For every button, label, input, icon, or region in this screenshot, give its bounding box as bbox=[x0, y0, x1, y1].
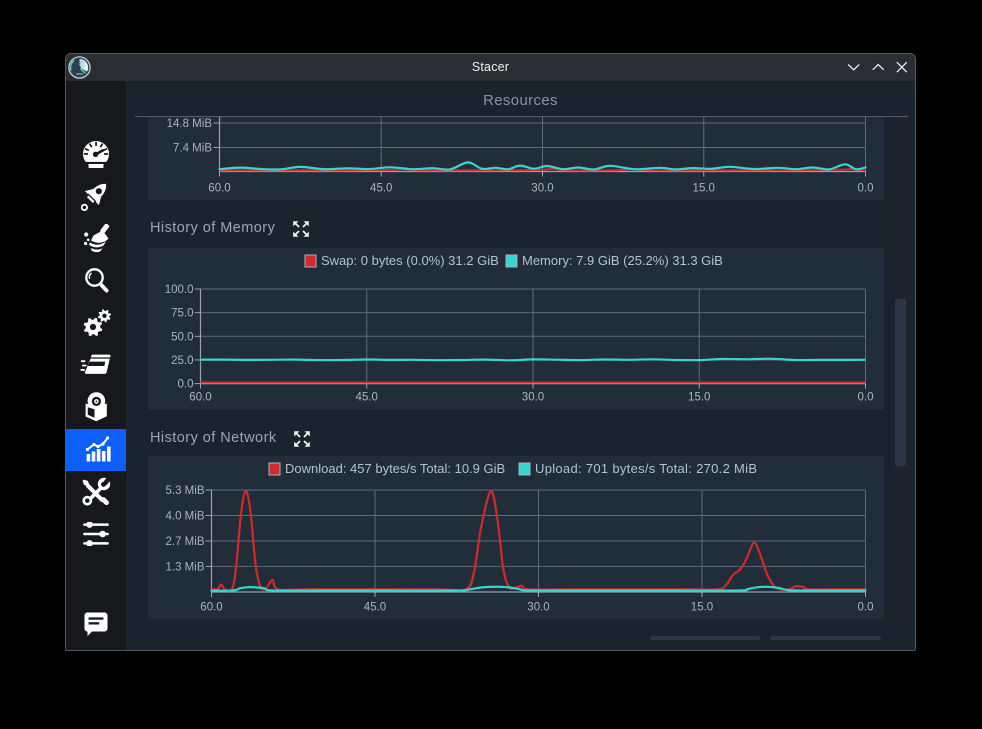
svg-text:45.0: 45.0 bbox=[370, 183, 392, 195]
svg-text:0.0: 0.0 bbox=[858, 183, 874, 195]
svg-text:4.0 MiB: 4.0 MiB bbox=[166, 511, 205, 523]
svg-text:0.0: 0.0 bbox=[858, 602, 874, 614]
svg-text:Swap: 0 bytes (0.0%) 31.2 GiB: Swap: 0 bytes (0.0%) 31.2 GiB bbox=[321, 253, 499, 268]
svg-text:60.0: 60.0 bbox=[189, 392, 211, 404]
svg-text:14.8 MiB: 14.8 MiB bbox=[167, 118, 213, 130]
svg-text:Upload: 701 bytes/s Total: 270: Upload: 701 bytes/s Total: 270.2 MiB bbox=[535, 461, 757, 476]
svg-text:15.0: 15.0 bbox=[688, 392, 710, 404]
svg-text:1.3 MiB: 1.3 MiB bbox=[166, 561, 205, 573]
svg-text:30.0: 30.0 bbox=[531, 183, 553, 195]
svg-text:15.0: 15.0 bbox=[691, 602, 713, 614]
svg-text:2.7 MiB: 2.7 MiB bbox=[166, 536, 205, 548]
svg-text:45.0: 45.0 bbox=[356, 392, 378, 404]
svg-text:25.0: 25.0 bbox=[171, 355, 193, 367]
svg-text:Download: 457 bytes/s Total: 1: Download: 457 bytes/s Total: 10.9 GiB bbox=[285, 461, 505, 476]
svg-text:30.0: 30.0 bbox=[522, 392, 544, 404]
svg-text:50.0: 50.0 bbox=[171, 331, 193, 343]
svg-text:5.3 MiB: 5.3 MiB bbox=[166, 485, 205, 497]
svg-text:100.0: 100.0 bbox=[165, 284, 194, 296]
svg-text:7.4 MiB: 7.4 MiB bbox=[173, 143, 212, 155]
svg-text:Memory: 7.9 GiB (25.2%) 31.3 G: Memory: 7.9 GiB (25.2%) 31.3 GiB bbox=[522, 253, 723, 268]
svg-text:60.0: 60.0 bbox=[208, 183, 230, 195]
svg-text:0.0: 0.0 bbox=[178, 379, 194, 391]
svg-text:60.0: 60.0 bbox=[200, 602, 222, 614]
svg-text:15.0: 15.0 bbox=[693, 183, 715, 195]
svg-text:45.0: 45.0 bbox=[364, 602, 386, 614]
svg-text:75.0: 75.0 bbox=[171, 308, 193, 320]
svg-text:30.0: 30.0 bbox=[527, 602, 549, 614]
svg-text:0.0: 0.0 bbox=[858, 392, 874, 404]
